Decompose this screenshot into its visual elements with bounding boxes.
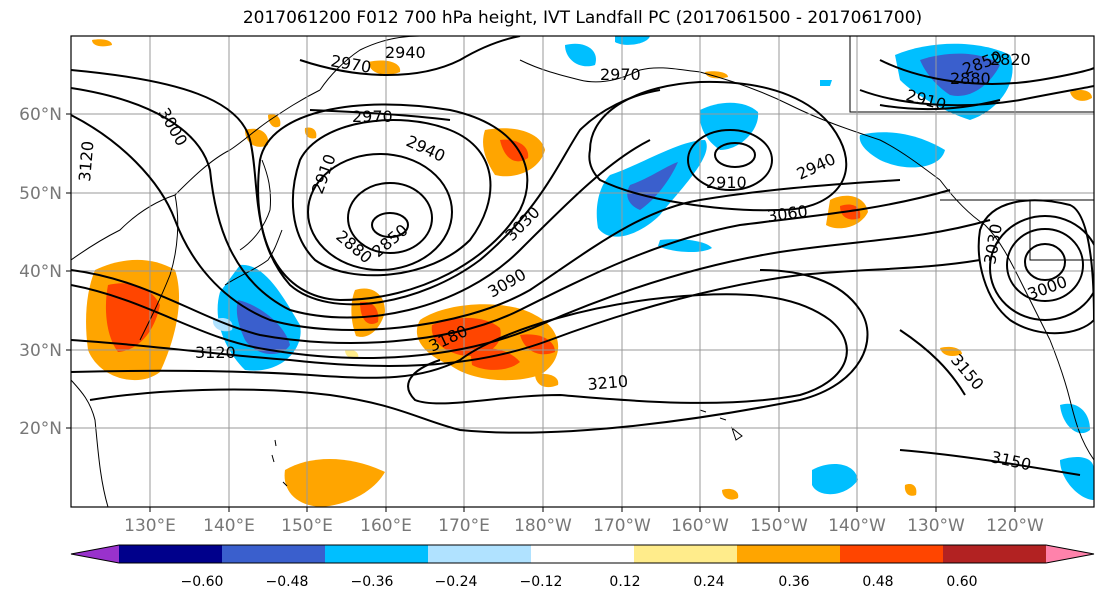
lon-label: 130°W bbox=[907, 516, 965, 536]
colorbar-segment bbox=[222, 545, 326, 563]
lon-label: 140°W bbox=[828, 516, 886, 536]
contour-label: 2910 bbox=[706, 173, 747, 192]
colorbar-tick-labels: −0.60 −0.48 −0.36 −0.24 −0.12 0.12 0.24 … bbox=[181, 574, 978, 590]
lat-label: 30°N bbox=[19, 341, 62, 361]
colorbar-extend-high bbox=[1046, 545, 1094, 563]
lon-label: 130°E bbox=[124, 516, 176, 536]
lon-label: 160°E bbox=[360, 516, 412, 536]
lat-label: 40°N bbox=[19, 262, 62, 282]
contour-label: 2970 bbox=[352, 107, 393, 126]
colorbar-tick-label: −0.48 bbox=[266, 574, 309, 590]
lon-label: 140°E bbox=[203, 516, 255, 536]
colorbar-tick-label: −0.36 bbox=[351, 574, 394, 590]
colorbar-tick-label: 0.48 bbox=[862, 574, 893, 590]
contour-label: 2940 bbox=[385, 43, 426, 62]
colorbar-tick-label: 0.60 bbox=[946, 574, 977, 590]
colorbar bbox=[70, 544, 1095, 564]
lat-label: 50°N bbox=[19, 184, 62, 204]
lon-label: 180°W bbox=[514, 516, 572, 536]
colorbar-segment bbox=[737, 545, 841, 563]
contour-label: 2820 bbox=[990, 50, 1031, 69]
lat-label: 20°N bbox=[19, 419, 62, 439]
height-contours bbox=[71, 36, 1094, 476]
axis-ticks bbox=[66, 113, 1016, 512]
colorbar-segment bbox=[840, 545, 944, 563]
latitude-labels: 60°N 50°N 40°N 30°N 20°N bbox=[19, 105, 62, 439]
map-title: 2017061200 F012 700 hPa height, IVT Land… bbox=[242, 8, 923, 28]
contour-label: 3210 bbox=[587, 372, 629, 394]
contour-label: 2970 bbox=[600, 65, 641, 84]
colorbar-tick-label: 0.12 bbox=[609, 574, 640, 590]
lat-label: 60°N bbox=[19, 105, 62, 125]
colorbar-tick-label: −0.12 bbox=[520, 574, 563, 590]
lon-label: 150°E bbox=[281, 516, 333, 536]
colorbar-segment bbox=[325, 545, 429, 563]
lon-label: 170°W bbox=[593, 516, 651, 536]
colorbar-tick-label: −0.24 bbox=[435, 574, 478, 590]
lon-label: 160°W bbox=[671, 516, 729, 536]
lon-label: 120°W bbox=[986, 516, 1044, 536]
lon-label: 170°E bbox=[438, 516, 490, 536]
colorbar-tick-label: 0.36 bbox=[778, 574, 809, 590]
colorbar-tick-label: 0.24 bbox=[693, 574, 724, 590]
contour-label: 3120 bbox=[195, 343, 236, 362]
colorbar-tick-label: −0.60 bbox=[181, 574, 224, 590]
colorbar-extend-low bbox=[71, 545, 119, 563]
colorbar-segment bbox=[531, 545, 635, 563]
colorbar-outline bbox=[70, 544, 1095, 564]
contour-label: 2880 bbox=[950, 69, 991, 88]
longitude-labels: 130°E 140°E 150°E 160°E 170°E 180°W 170°… bbox=[124, 516, 1044, 536]
colorbar-segment bbox=[119, 545, 223, 563]
contour-label: 3120 bbox=[75, 140, 97, 182]
colorbar-segment bbox=[634, 545, 738, 563]
colorbar-segment bbox=[943, 545, 1047, 563]
coastlines bbox=[71, 36, 1094, 507]
lon-label: 150°W bbox=[750, 516, 808, 536]
colorbar-segment bbox=[428, 545, 532, 563]
